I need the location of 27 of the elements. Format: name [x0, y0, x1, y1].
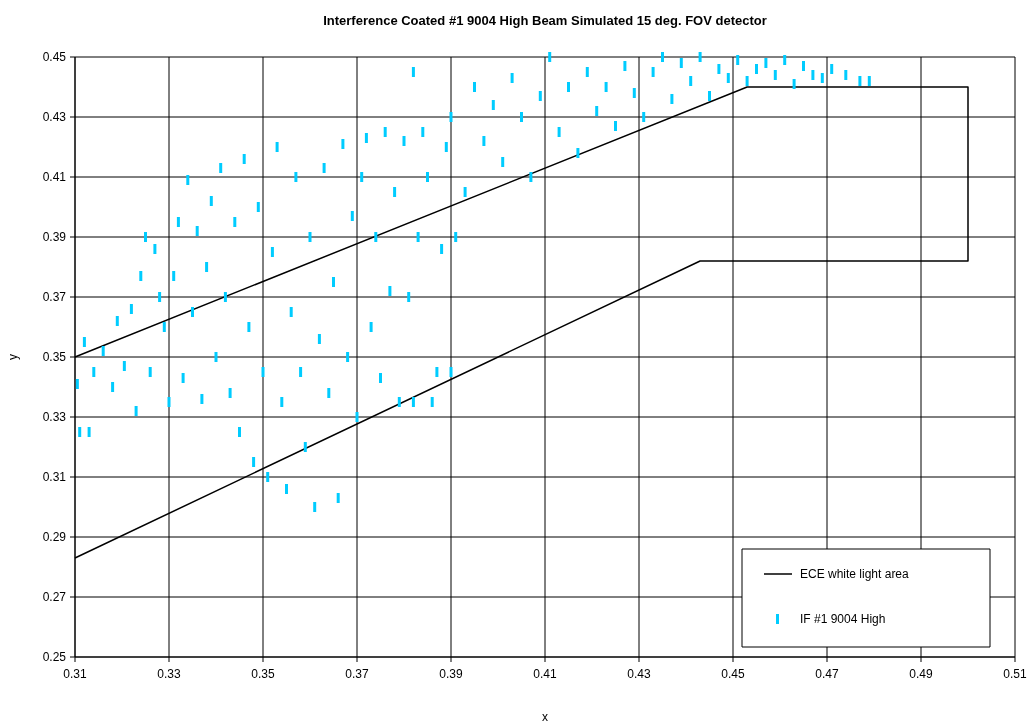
y-tick-label: 0.39 — [42, 230, 67, 244]
legend-label: ECE white light area — [800, 567, 910, 581]
y-tick-label: 0.31 — [42, 470, 67, 484]
y-tick-label: 0.33 — [42, 410, 67, 424]
y-tick-label: 0.25 — [42, 650, 67, 664]
x-tick-label: 0.39 — [439, 667, 463, 681]
y-axis-title: y — [6, 354, 20, 360]
y-tick-label: 0.41 — [42, 170, 67, 184]
x-tick-label: 0.47 — [815, 667, 839, 681]
y-tick-label: 0.29 — [42, 530, 67, 544]
x-tick-label: 0.45 — [721, 667, 745, 681]
y-tick-label: 0.43 — [42, 110, 67, 124]
x-tick-label: 0.51 — [1003, 667, 1027, 681]
x-axis-title: x — [542, 710, 548, 724]
y-tick-label: 0.45 — [42, 50, 67, 64]
x-tick-label: 0.49 — [909, 667, 933, 681]
legend-label: IF #1 9004 High — [800, 612, 886, 626]
x-tick-label: 0.35 — [251, 667, 275, 681]
x-tick-label: 0.43 — [627, 667, 651, 681]
x-tick-label: 0.31 — [63, 667, 87, 681]
x-tick-label: 0.33 — [157, 667, 181, 681]
y-tick-label: 0.37 — [42, 290, 67, 304]
y-tick-label: 0.35 — [42, 350, 67, 364]
x-tick-label: 0.37 — [345, 667, 369, 681]
chart-title: Interference Coated #1 9004 High Beam Simulated 15 deg. FOV detector — [323, 13, 767, 28]
x-tick-label: 0.41 — [533, 667, 557, 681]
y-tick-label: 0.27 — [42, 590, 67, 604]
